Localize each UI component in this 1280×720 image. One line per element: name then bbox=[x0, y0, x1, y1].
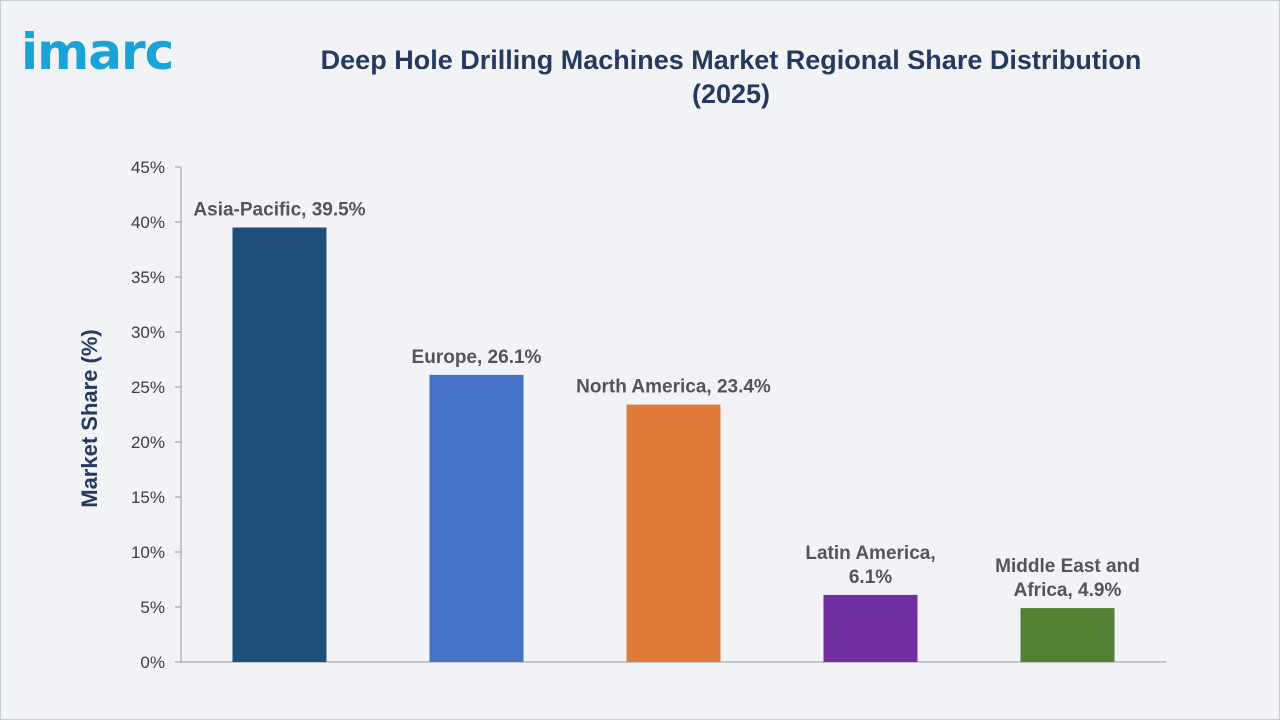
chart-data-labels: Asia-Pacific, 39.5% Europe, 26.1% North Am… bbox=[193, 200, 1139, 602]
chart-axes: 0% 5% 10% 15% 20% 25% 30% 35% 40% 45% Market Share… bbox=[77, 158, 1166, 672]
bar-europe bbox=[429, 374, 524, 662]
data-label: North America, 23.4% bbox=[576, 377, 771, 398]
data-label: Middle East and Africa, 4.9% bbox=[995, 556, 1140, 601]
y-tick-label: 20% bbox=[131, 433, 165, 452]
data-label: Europe, 26.1% bbox=[412, 347, 542, 368]
y-tick-label: 30% bbox=[131, 323, 165, 342]
bar-middle-east-and-africa bbox=[1020, 608, 1115, 662]
y-tick-label: 40% bbox=[131, 213, 165, 232]
imarc-logo: imarc bbox=[21, 23, 174, 81]
y-tick-label: 10% bbox=[131, 543, 165, 562]
y-tick-label: 0% bbox=[140, 653, 165, 672]
bar-asia-pacific bbox=[232, 227, 327, 662]
chart-title: Deep Hole Drilling Machines Market Regio… bbox=[320, 45, 1142, 109]
y-tick-label: 5% bbox=[140, 598, 165, 617]
data-label: Asia-Pacific, 39.5% bbox=[193, 200, 365, 221]
y-tick-label: 35% bbox=[131, 268, 165, 287]
data-label: Latin America, 6.1% bbox=[805, 543, 935, 588]
y-tick-label: 45% bbox=[131, 158, 165, 177]
y-axis-title: Market Share (%) bbox=[77, 329, 102, 508]
bar-north-america bbox=[626, 404, 721, 662]
bar-latin-america bbox=[823, 594, 918, 662]
chart-bars bbox=[232, 227, 1115, 662]
y-tick-label: 25% bbox=[131, 378, 165, 397]
y-tick-label: 15% bbox=[131, 488, 165, 507]
